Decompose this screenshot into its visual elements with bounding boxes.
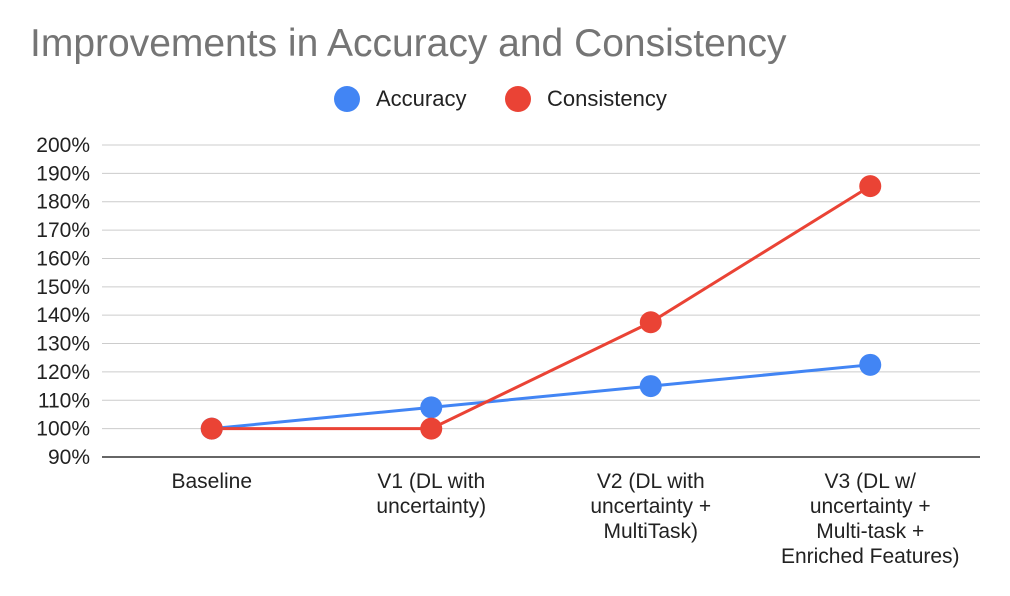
legend: Accuracy Consistency xyxy=(0,86,1010,116)
x-tick-label: V3 (DL w/uncertainty + Multi-task + Enrich… xyxy=(781,470,960,568)
y-tick-label: 130% xyxy=(36,333,90,356)
x-axis-ticks: Baseline V1 (DL with uncertainty) V2 (DL wi… xyxy=(171,470,959,568)
y-tick-label: 90% xyxy=(48,446,90,469)
y-tick-label: 120% xyxy=(36,361,90,384)
y-tick-label: 140% xyxy=(36,304,90,327)
data-point-accuracy xyxy=(639,375,662,398)
y-tick-label: 100% xyxy=(36,418,90,441)
data-point-accuracy xyxy=(420,396,443,419)
y-axis-ticks: 90% 100% 110% 120% 130% 140% 150% 160% 170% 180% 1… xyxy=(36,134,90,469)
x-tick-label: V2 (DL with uncertainty + MultiTask) xyxy=(590,470,711,543)
data-point-accuracy xyxy=(859,353,882,376)
y-tick-label: 160% xyxy=(36,247,90,270)
data-point-consistency xyxy=(200,417,223,440)
series-line-consistency xyxy=(211,184,872,431)
y-tick-label: 170% xyxy=(36,219,90,242)
data-point-consistency xyxy=(420,417,443,440)
legend-swatch-consistency xyxy=(505,86,531,112)
legend-label-accuracy: Accuracy xyxy=(376,86,467,111)
legend-item-accuracy: Accuracy xyxy=(334,86,466,112)
y-tick-label: 150% xyxy=(36,276,90,299)
data-point-consistency xyxy=(639,311,662,334)
y-tick-label: 190% xyxy=(36,162,90,185)
y-tick-label: 110% xyxy=(38,389,90,412)
data-point-consistency xyxy=(859,175,882,198)
y-tick-label: 180% xyxy=(36,191,90,214)
legend-swatch-accuracy xyxy=(334,86,360,112)
series-group xyxy=(200,175,882,440)
chart-title: Improvements in Accuracy and Consistency xyxy=(30,22,787,65)
y-tick-label: 200% xyxy=(36,134,90,157)
x-tick-label: Baseline xyxy=(171,470,252,493)
gridlines xyxy=(102,144,980,458)
legend-label-consistency: Consistency xyxy=(547,86,667,111)
series-line-accuracy xyxy=(211,363,871,431)
legend-item-consistency: Consistency xyxy=(505,86,667,112)
x-tick-label: V1 (DL with uncertainty) xyxy=(376,470,486,518)
